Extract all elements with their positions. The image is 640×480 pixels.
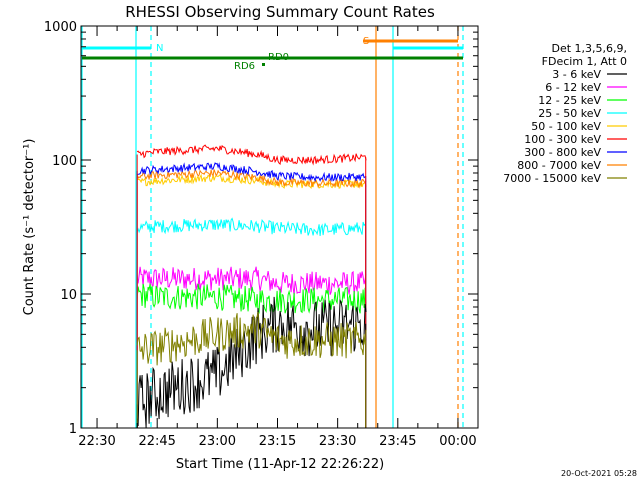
legend-entry: 50 - 100 keV: [531, 120, 601, 133]
series-line: [136, 144, 367, 166]
x-tick-label: 00:00: [439, 434, 476, 449]
y-tick-label: 10: [60, 288, 77, 303]
series-line: [136, 169, 367, 189]
legend: Det 1,3,5,6,9,FDecim 1, Att 03 - 6 keV6 …: [503, 42, 627, 185]
rd0-label: RD0: [268, 52, 289, 63]
x-tick-label: 23:45: [379, 434, 416, 449]
legend-title: FDecim 1, Att 0: [542, 55, 627, 68]
orbit-overlay: N S RD0 RD6: [81, 26, 464, 428]
x-tick-label: 22:30: [78, 434, 115, 449]
legend-entry: 25 - 50 keV: [538, 107, 601, 120]
series-line: [136, 217, 367, 236]
y-tick-label: 1000: [44, 20, 77, 35]
x-tick-label: 23:30: [319, 434, 356, 449]
axes: 22:30 22:45 23:00 23:15 23:30 23:45 00:00 1 10 10…: [44, 20, 479, 449]
legend-entry: 7000 - 15000 keV: [503, 172, 601, 185]
series-line: [136, 311, 367, 366]
series-line: [136, 173, 367, 189]
rd6-marker: [262, 63, 265, 66]
legend-entry: 300 - 800 keV: [524, 146, 601, 159]
legend-entry: 800 - 7000 keV: [517, 159, 601, 172]
saa-label: S: [363, 36, 369, 47]
y-axis-label: Count Rate (s⁻¹ detector⁻¹): [22, 139, 37, 316]
legend-entry: 12 - 25 keV: [538, 94, 601, 107]
x-tick-label: 23:00: [199, 434, 236, 449]
timestamp: 20-Oct-2021 05:28: [561, 469, 637, 478]
x-axis-label: Start Time (11-Apr-12 22:26:22): [176, 457, 384, 472]
rd6-label: RD6: [234, 61, 255, 72]
y-tick-label: 100: [52, 154, 77, 169]
x-tick-label: 23:15: [259, 434, 296, 449]
x-tick-label: 22:45: [138, 434, 175, 449]
legend-entry: 100 - 300 keV: [524, 133, 601, 146]
plot-frame: [80, 25, 479, 429]
series-line: [136, 283, 367, 314]
y-tick-label: 1: [69, 422, 77, 437]
legend-title: Det 1,3,5,6,9,: [551, 42, 627, 55]
legend-entry: 3 - 6 keV: [552, 68, 601, 81]
north-label: N: [156, 43, 163, 54]
series-layer: [136, 144, 367, 428]
chart-title: RHESSI Observing Summary Count Rates: [125, 3, 435, 21]
series-line: [137, 162, 367, 183]
legend-entry: 6 - 12 keV: [545, 81, 601, 94]
